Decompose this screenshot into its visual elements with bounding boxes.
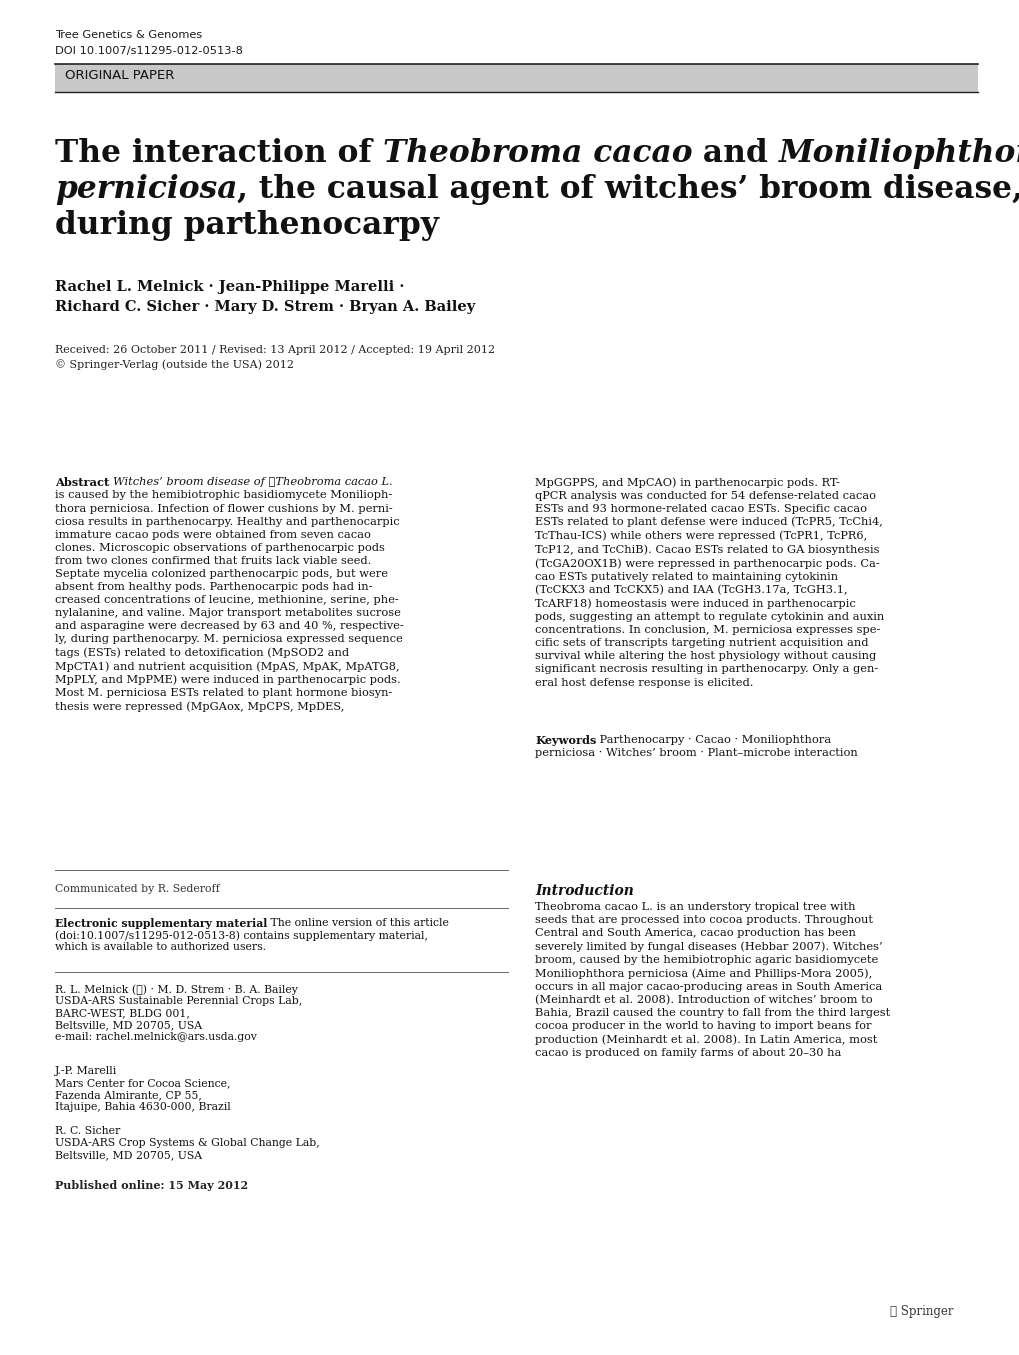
Text: Beltsville, MD 20705, USA: Beltsville, MD 20705, USA — [55, 1020, 202, 1030]
Text: ④ Springer: ④ Springer — [890, 1305, 953, 1318]
Text: e-mail: rachel.melnick@ars.usda.gov: e-mail: rachel.melnick@ars.usda.gov — [55, 1033, 257, 1042]
Text: Parthenocarpy · Cacao · Moniliophthora: Parthenocarpy · Cacao · Moniliophthora — [596, 734, 830, 745]
Text: which is available to authorized users.: which is available to authorized users. — [55, 942, 266, 953]
Text: Richard C. Sicher · Mary D. Strem · Bryan A. Bailey: Richard C. Sicher · Mary D. Strem · Brya… — [55, 299, 475, 314]
Text: Keywords: Keywords — [535, 734, 596, 747]
Text: J.-P. Marelli: J.-P. Marelli — [55, 1066, 117, 1076]
Text: is caused by the hemibiotrophic basidiomycete Monilioph-
thora perniciosa. Infec: is caused by the hemibiotrophic basidiom… — [55, 491, 404, 713]
Bar — [55, 64, 977, 92]
Text: Itajuipe, Bahia 4630-000, Brazil: Itajuipe, Bahia 4630-000, Brazil — [55, 1102, 230, 1112]
Text: Mars Center for Cocoa Science,: Mars Center for Cocoa Science, — [55, 1079, 230, 1088]
Text: Abstract: Abstract — [55, 477, 109, 488]
Text: USDA-ARS Sustainable Perennial Crops Lab,: USDA-ARS Sustainable Perennial Crops Lab… — [55, 996, 302, 1005]
Text: Published online: 15 May 2012: Published online: 15 May 2012 — [55, 1180, 248, 1191]
Text: during parthenocarpy: during parthenocarpy — [55, 210, 438, 241]
Text: Beltsville, MD 20705, USA: Beltsville, MD 20705, USA — [55, 1150, 202, 1160]
Text: R. L. Melnick (✉) · M. D. Strem · B. A. Bailey: R. L. Melnick (✉) · M. D. Strem · B. A. … — [55, 984, 298, 995]
Text: Introduction: Introduction — [535, 883, 633, 898]
Text: The interaction of: The interaction of — [55, 138, 382, 169]
Text: Rachel L. Melnick · Jean-Philippe Marelli ·: Rachel L. Melnick · Jean-Philippe Marell… — [55, 280, 404, 294]
Text: Electronic supplementary material: Electronic supplementary material — [55, 917, 267, 930]
Text: Received: 26 October 2011 / Revised: 13 April 2012 / Accepted: 19 April 2012: Received: 26 October 2011 / Revised: 13 … — [55, 346, 494, 355]
Text: Communicated by R. Sederoff: Communicated by R. Sederoff — [55, 883, 219, 894]
Text: Tree Genetics & Genomes: Tree Genetics & Genomes — [55, 30, 202, 41]
Text: Fazenda Almirante, CP 55,: Fazenda Almirante, CP 55, — [55, 1089, 202, 1100]
Text: Theobroma cacao L. is an understory tropical tree with
seeds that are processed : Theobroma cacao L. is an understory trop… — [535, 902, 890, 1058]
Text: MpGGPPS, and MpCAO) in parthenocarpic pods. RT-
qPCR analysis was conducted for : MpGGPPS, and MpCAO) in parthenocarpic po… — [535, 477, 883, 687]
Text: (doi:10.1007/s11295-012-0513-8) contains supplementary material,: (doi:10.1007/s11295-012-0513-8) contains… — [55, 930, 428, 940]
Text: Theobroma cacao: Theobroma cacao — [382, 138, 692, 169]
Text: R. C. Sicher: R. C. Sicher — [55, 1126, 120, 1135]
Text: , the causal agent of witches’ broom disease,: , the causal agent of witches’ broom dis… — [237, 173, 1019, 205]
Text: Witches’ broom disease of  Theobroma cacao L.: Witches’ broom disease of Theobroma caca… — [113, 477, 392, 486]
Text: BARC-WEST, BLDG 001,: BARC-WEST, BLDG 001, — [55, 1008, 190, 1018]
Text: © Springer-Verlag (outside the USA) 2012: © Springer-Verlag (outside the USA) 2012 — [55, 359, 293, 370]
Text: ORIGINAL PAPER: ORIGINAL PAPER — [65, 69, 174, 83]
Text: Moniliophthora: Moniliophthora — [779, 138, 1019, 169]
Text: perniciosa · Witches’ broom · Plant–microbe interaction: perniciosa · Witches’ broom · Plant–micr… — [535, 748, 857, 759]
Text: perniciosa: perniciosa — [55, 173, 237, 205]
Text: and: and — [692, 138, 779, 169]
Text: DOI 10.1007/s11295-012-0513-8: DOI 10.1007/s11295-012-0513-8 — [55, 46, 243, 56]
Text: USDA-ARS Crop Systems & Global Change Lab,: USDA-ARS Crop Systems & Global Change La… — [55, 1138, 319, 1148]
Text: The online version of this article: The online version of this article — [267, 917, 448, 928]
